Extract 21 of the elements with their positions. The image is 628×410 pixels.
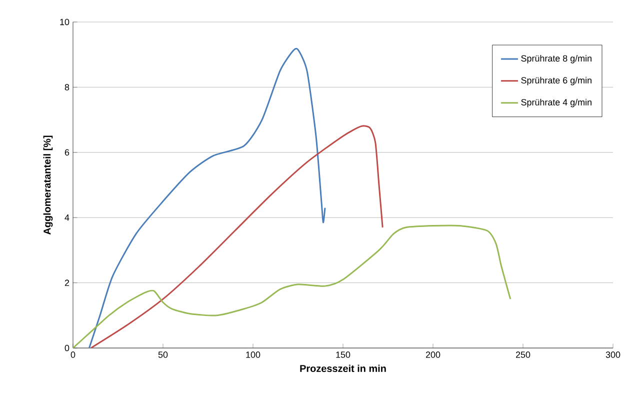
y-tick-label: 10 xyxy=(60,18,70,26)
legend-label: Sprührate 4 g/min xyxy=(521,98,592,108)
line-series xyxy=(90,125,384,348)
legend-label: Sprührate 8 g/min xyxy=(521,54,592,64)
y-tick-label: 0 xyxy=(64,344,70,352)
x-tick-label: 50 xyxy=(158,352,168,358)
x-tick-label: 0 xyxy=(70,352,76,358)
line-series xyxy=(88,48,326,348)
y-tick-label: 4 xyxy=(64,214,70,221)
x-tick-label: 100 xyxy=(246,352,260,358)
legend-label: Sprührate 6 g/min xyxy=(521,76,592,86)
line-series xyxy=(73,224,512,348)
x-tick-label: 250 xyxy=(516,352,530,358)
y-tick-label: 2 xyxy=(64,280,70,286)
x-axis-title: Prozesszeit in min xyxy=(300,364,386,372)
x-tick-label: 200 xyxy=(426,352,440,358)
y-tick-label: 8 xyxy=(64,84,70,90)
x-tick-label: 150 xyxy=(336,352,350,358)
y-axis-title: Agglomeratanteil [%] xyxy=(43,136,53,235)
x-tick-label: 300 xyxy=(606,352,620,358)
y-tick-label: 6 xyxy=(64,149,70,156)
